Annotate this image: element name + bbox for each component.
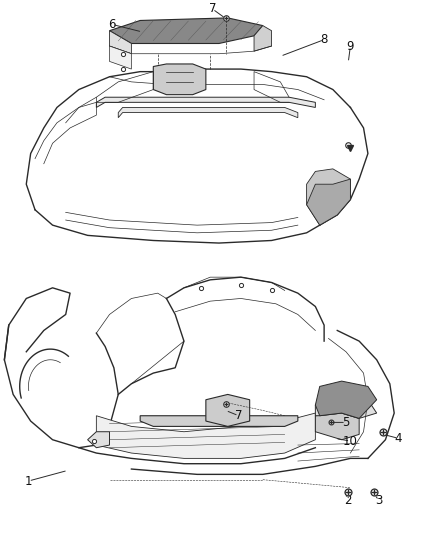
Text: 1: 1 [25,474,32,488]
Polygon shape [315,413,359,440]
Polygon shape [110,18,263,44]
Text: 2: 2 [344,494,352,507]
Polygon shape [118,108,298,118]
Polygon shape [206,394,250,426]
Polygon shape [110,31,131,54]
Polygon shape [153,64,206,95]
Text: 5: 5 [343,416,350,429]
Polygon shape [307,179,350,225]
Polygon shape [88,432,110,448]
Polygon shape [315,394,377,418]
Polygon shape [96,97,315,108]
Polygon shape [315,381,377,418]
Text: 3: 3 [375,494,382,507]
Text: 6: 6 [108,18,116,31]
Text: 10: 10 [343,434,358,448]
Text: 9: 9 [346,39,354,53]
Text: 4: 4 [395,432,403,445]
Text: 8: 8 [321,33,328,46]
Text: 7: 7 [235,409,243,422]
Polygon shape [96,413,315,458]
Text: 7: 7 [208,3,216,15]
Polygon shape [254,26,272,51]
Polygon shape [307,169,350,225]
Polygon shape [140,416,298,426]
Polygon shape [110,46,131,69]
